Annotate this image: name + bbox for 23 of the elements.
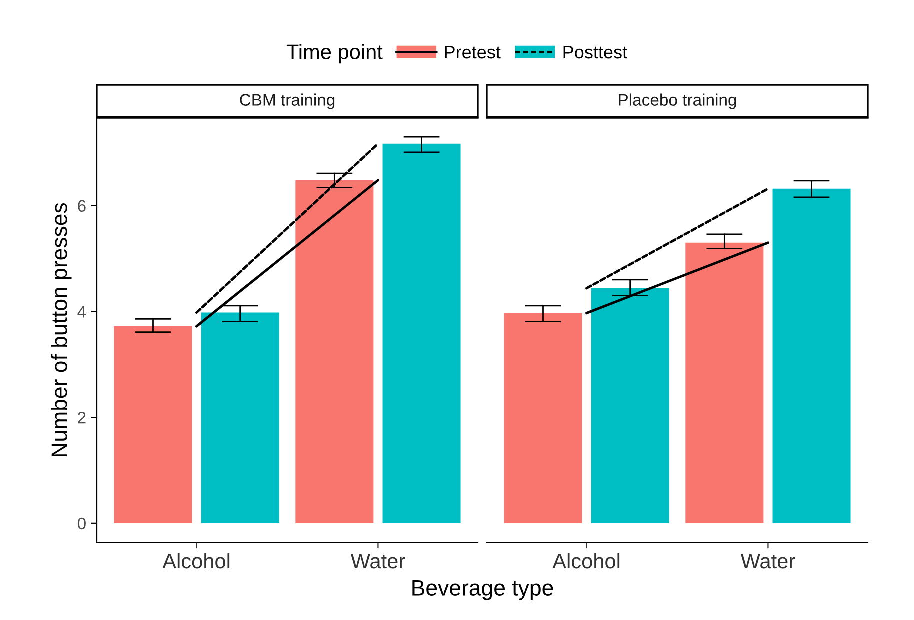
chart-title: Placebo training	[619, 94, 736, 110]
x-axis-title: Beverage type	[412, 580, 554, 600]
legend-label: Posttest	[564, 46, 628, 59]
x-tick-label: Alcohol	[552, 553, 620, 569]
y-tick-label: 0	[78, 518, 86, 530]
bar	[114, 326, 192, 524]
legend-title: Time point	[286, 44, 383, 64]
x-tick-label: Water	[350, 554, 406, 569]
bar	[504, 313, 582, 524]
y-axis-title: Number of button presses	[51, 203, 72, 457]
bar	[591, 288, 670, 524]
bar	[686, 242, 764, 524]
bar	[382, 144, 461, 524]
chart-title: CBM training	[240, 94, 335, 110]
x-tick-label: Water	[740, 554, 796, 569]
y-tick-label: 2	[78, 412, 86, 424]
y-tick-label: 6	[78, 200, 86, 212]
bar	[201, 312, 280, 524]
bar	[296, 180, 374, 524]
bar	[772, 188, 851, 524]
legend-label: Pretest	[445, 46, 501, 59]
x-tick-label: Alcohol	[162, 553, 230, 569]
y-tick-label: 4	[78, 306, 86, 318]
